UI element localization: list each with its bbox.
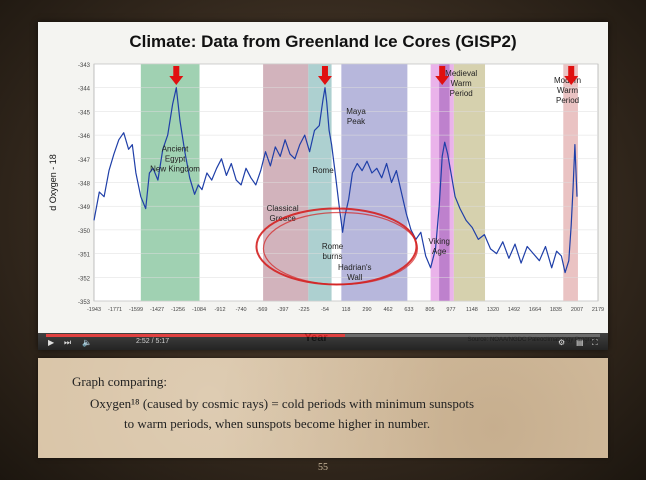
band-label: Warm bbox=[557, 86, 578, 95]
x-tick-label: -1427 bbox=[150, 307, 164, 313]
band-label: Viking bbox=[428, 237, 450, 246]
settings-icon[interactable]: ⚙ bbox=[558, 338, 566, 347]
x-tick-label: -1599 bbox=[129, 307, 143, 313]
y-tick-label: -350 bbox=[78, 229, 91, 235]
volume-icon[interactable]: 🔈 bbox=[82, 338, 92, 347]
x-tick-label: 1148 bbox=[466, 307, 478, 313]
y-tick-label: -353 bbox=[78, 300, 91, 306]
notes-panel: Graph comparing: Oxygen¹⁸ (caused by cos… bbox=[38, 358, 608, 458]
x-tick-label: 2007 bbox=[571, 307, 583, 313]
band-label: burns bbox=[323, 252, 343, 261]
x-tick-label: -740 bbox=[236, 307, 247, 313]
x-tick-label: 118 bbox=[342, 307, 351, 313]
page-number: 55 bbox=[318, 462, 328, 473]
band-label: New Kingdom bbox=[150, 165, 200, 174]
x-tick-label: -225 bbox=[299, 307, 310, 313]
x-tick-label: -1256 bbox=[171, 307, 185, 313]
x-tick-label: 2179 bbox=[592, 307, 604, 313]
red-arrow-icon bbox=[564, 66, 579, 85]
band-label: Rome bbox=[322, 242, 344, 251]
band-label: Egypt bbox=[165, 155, 186, 164]
band-label: Age bbox=[432, 247, 447, 256]
fullscreen-icon[interactable]: ⛶ bbox=[592, 338, 598, 347]
x-tick-label: 805 bbox=[425, 307, 434, 313]
band-label: Wall bbox=[347, 273, 362, 282]
x-tick-label: -569 bbox=[256, 307, 267, 313]
band-label: Warm bbox=[451, 79, 472, 88]
x-tick-label: 1492 bbox=[508, 307, 520, 313]
band-label: Modern bbox=[554, 76, 581, 85]
y-tick-label: -348 bbox=[78, 182, 91, 188]
x-tick-label: -1084 bbox=[192, 307, 206, 313]
x-tick-label: 1320 bbox=[487, 307, 499, 313]
video-progress-bar[interactable] bbox=[46, 334, 600, 337]
red-arrow-icon bbox=[317, 66, 332, 85]
x-tick-label: 462 bbox=[383, 307, 392, 313]
x-tick-label: 1835 bbox=[550, 307, 562, 313]
video-controls: ▶ ⏭ 🔈 2:52 / 5:17 ⚙ ▤ ⛶ bbox=[38, 333, 608, 350]
red-arrow-icon bbox=[435, 66, 450, 85]
y-tick-label: -351 bbox=[78, 253, 91, 259]
ice-core-chart: -343 -344 -345 -346 -347 -348 -349 -350 -351 -352… bbox=[48, 63, 604, 344]
band-label: Period bbox=[556, 96, 579, 105]
x-tick-label: 977 bbox=[446, 307, 455, 313]
y-tick-label: -344 bbox=[78, 87, 91, 93]
band-label: Medieval bbox=[445, 69, 477, 78]
notes-line-1: Oxygen¹⁸ (caused by cosmic rays) = cold … bbox=[90, 396, 475, 411]
y-tick-label: -352 bbox=[78, 276, 91, 282]
slide-title: Climate: Data from Greenland Ice Cores (… bbox=[129, 32, 517, 51]
video-progress-fill bbox=[46, 334, 346, 337]
x-tick-label: -1943 bbox=[87, 307, 101, 313]
notes-line-2: to warm periods, when sunspots become hi… bbox=[124, 416, 431, 431]
captions-icon[interactable]: ▤ bbox=[576, 338, 584, 347]
band-label: Classical bbox=[267, 204, 299, 213]
x-tick-label: -1771 bbox=[108, 307, 122, 313]
y-tick-label: -349 bbox=[78, 205, 91, 211]
slide: Climate: Data from Greenland Ice Cores (… bbox=[38, 22, 608, 350]
y-tick-label: -347 bbox=[78, 158, 91, 164]
skip-next-icon[interactable]: ⏭ bbox=[64, 338, 72, 347]
y-tick-label: -343 bbox=[78, 63, 91, 69]
x-tick-label: 633 bbox=[404, 307, 413, 313]
y-axis-label: d Oxygen - 18 bbox=[48, 154, 58, 211]
circle-annotation-inner bbox=[262, 211, 419, 286]
red-arrow-icon bbox=[169, 66, 184, 85]
video-timecode: 2:52 / 5:17 bbox=[136, 338, 170, 345]
x-tick-label: -397 bbox=[278, 307, 289, 313]
y-tick-label: -346 bbox=[78, 134, 91, 140]
notes-heading: Graph comparing: bbox=[72, 374, 167, 389]
band-label: Maya bbox=[346, 107, 366, 116]
band-label: Ancient bbox=[162, 145, 189, 154]
band-label: Period bbox=[450, 89, 473, 98]
band-label: Hadrian's bbox=[338, 263, 372, 272]
band-label: Rome bbox=[312, 166, 334, 175]
band-label: Peak bbox=[347, 117, 366, 126]
x-tick-label: 290 bbox=[362, 307, 371, 313]
x-tick-label: -54 bbox=[321, 307, 329, 313]
y-tick-label: -345 bbox=[78, 110, 91, 116]
play-icon[interactable]: ▶ bbox=[48, 338, 55, 347]
x-tick-label: -912 bbox=[215, 307, 226, 313]
series-line-d18O bbox=[93, 87, 578, 274]
x-tick-label: 1664 bbox=[529, 307, 541, 313]
